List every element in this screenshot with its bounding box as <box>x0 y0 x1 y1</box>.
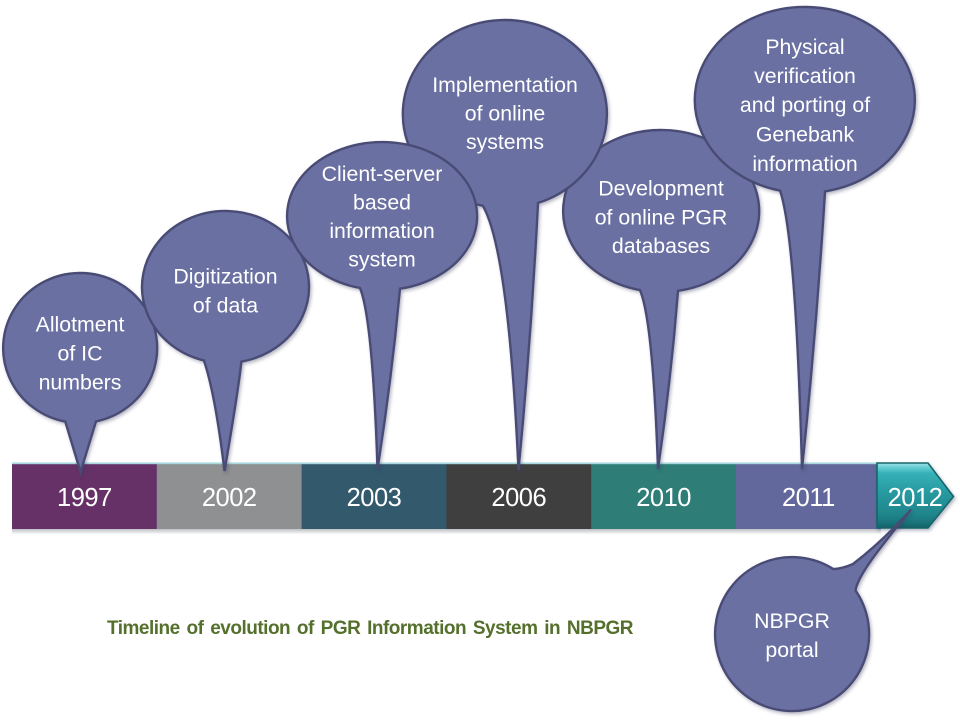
svg-text:Client-server: Client-server <box>322 162 443 186</box>
svg-text:1997: 1997 <box>57 484 112 512</box>
svg-text:2011: 2011 <box>782 484 835 512</box>
svg-text:and porting of: and porting of <box>740 93 870 117</box>
svg-text:Development: Development <box>598 177 724 201</box>
svg-text:Allotment: Allotment <box>36 313 125 337</box>
svg-text:Physical: Physical <box>765 35 844 59</box>
svg-text:2006: 2006 <box>491 484 546 512</box>
svg-text:of online: of online <box>465 102 546 126</box>
svg-text:based: based <box>353 191 411 215</box>
svg-text:2002: 2002 <box>202 484 257 512</box>
svg-text:2003: 2003 <box>347 484 402 512</box>
svg-text:2012: 2012 <box>888 484 943 512</box>
svg-text:verification: verification <box>754 64 856 88</box>
svg-text:Timeline of evolution of PGR I: Timeline of evolution of PGR Information… <box>107 618 634 639</box>
svg-text:Implementation: Implementation <box>432 73 578 97</box>
svg-text:databases: databases <box>612 234 710 258</box>
svg-text:information: information <box>752 152 857 176</box>
svg-text:numbers: numbers <box>39 371 122 395</box>
svg-text:portal: portal <box>765 638 818 662</box>
svg-text:Digitization: Digitization <box>173 265 277 289</box>
svg-text:Genebank: Genebank <box>756 123 855 147</box>
svg-text:of online PGR: of online PGR <box>595 206 728 230</box>
svg-text:2010: 2010 <box>636 484 691 512</box>
svg-text:systems: systems <box>466 130 544 154</box>
svg-text:NBPGR: NBPGR <box>754 609 830 633</box>
svg-text:information: information <box>329 219 434 243</box>
svg-text:system: system <box>348 248 415 272</box>
svg-text:of data: of data <box>193 294 258 318</box>
svg-text:of IC: of IC <box>58 342 103 366</box>
